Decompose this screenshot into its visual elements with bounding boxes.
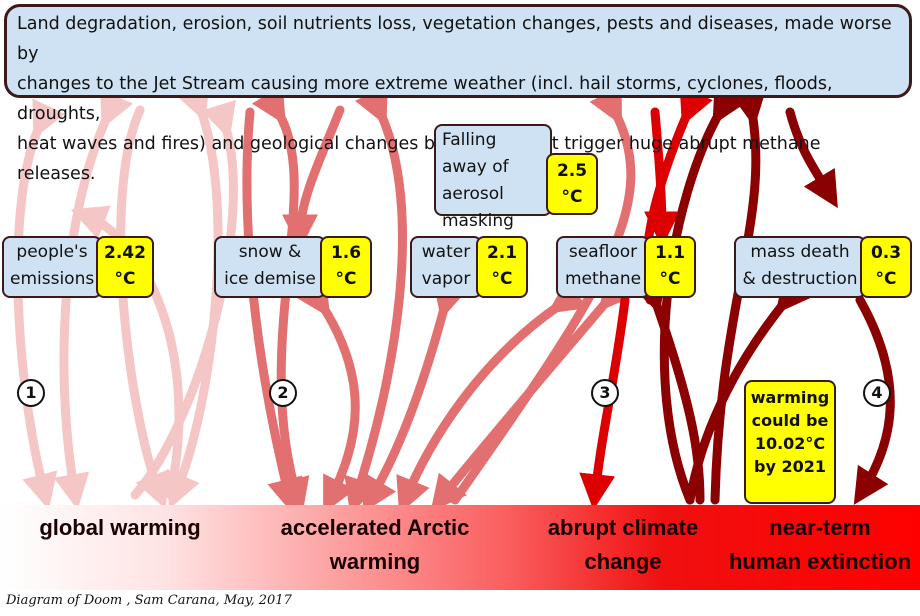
factor-aerosol-value: 2.5 °C	[546, 153, 598, 215]
factor-mass-death: mass death & destruction 0.3 °C	[734, 236, 912, 298]
factor-emissions-label: people's emissions	[2, 236, 102, 298]
arrow-dark-5	[685, 274, 813, 505]
factor-seafloor-methane-value: 1.1 °C	[644, 236, 696, 298]
arrow-mid-6	[396, 278, 588, 515]
factor-aerosol: Falling away of aerosol masking 2.5 °C	[434, 124, 598, 231]
arrow-light-2	[53, 88, 133, 511]
impacts-line-1: Land degradation, erosion, soil nutrient…	[17, 14, 892, 64]
factor-seafloor-methane-label: seafloor methane	[556, 236, 650, 298]
outcome-global-warming: global warming	[39, 515, 201, 540]
impacts-line-2: changes to the Jet Stream causing more e…	[17, 74, 833, 124]
factor-emissions: people's emissions 2.42 °C	[2, 236, 154, 298]
factor-snow-ice-value: 1.6 °C	[320, 236, 372, 298]
warming-forecast-box: warming could be 10.02°C by 2021	[744, 380, 836, 504]
factor-snow-ice: snow & ice demise 1.6 °C	[214, 236, 372, 298]
factor-water-vapor-value: 2.1 °C	[476, 236, 528, 298]
factor-emissions-value: 2.42 °C	[96, 236, 154, 298]
outcome-arctic-warming: accelerated Arctic warming	[280, 515, 470, 574]
factor-seafloor-methane: seafloor methane 1.1 °C	[556, 236, 696, 298]
arrow-light-3	[116, 105, 170, 510]
outcome-human-extinction: near-term human extinction	[728, 515, 912, 574]
arrow-light-5	[130, 99, 238, 500]
factor-mass-death-label: mass death & destruction	[734, 236, 866, 298]
stage-2-marker: 2	[269, 379, 297, 407]
stage-3-marker: 3	[591, 379, 619, 407]
factor-water-vapor-label: water vapor	[410, 236, 482, 298]
impacts-box: Land degradation, erosion, soil nutrient…	[4, 4, 912, 184]
factor-aerosol-label: Falling away of aerosol masking	[434, 124, 552, 231]
arrow-mid-2	[282, 105, 345, 251]
outcome-abrupt-climate-change: abrupt climate change	[547, 515, 699, 574]
arrow-dark-6	[853, 295, 895, 505]
arrow-dark-4	[785, 107, 838, 209]
outcome-band	[0, 505, 920, 590]
credit-line: Diagram of Doom , Sam Carana, May, 2017	[6, 593, 292, 608]
impacts-line-3: heat waves and fires) and geological cha…	[17, 134, 821, 184]
stage-1-marker: 1	[17, 379, 45, 407]
arrow-dark-2	[631, 274, 705, 505]
arrow-mid-3	[295, 277, 360, 514]
factor-mass-death-value: 0.3 °C	[860, 236, 912, 298]
factor-snow-ice-label: snow & ice demise	[214, 236, 326, 298]
arrow-light-6	[70, 205, 184, 500]
factor-water-vapor: water vapor 2.1 °C	[410, 236, 528, 298]
stage-4-marker: 4	[863, 379, 891, 407]
